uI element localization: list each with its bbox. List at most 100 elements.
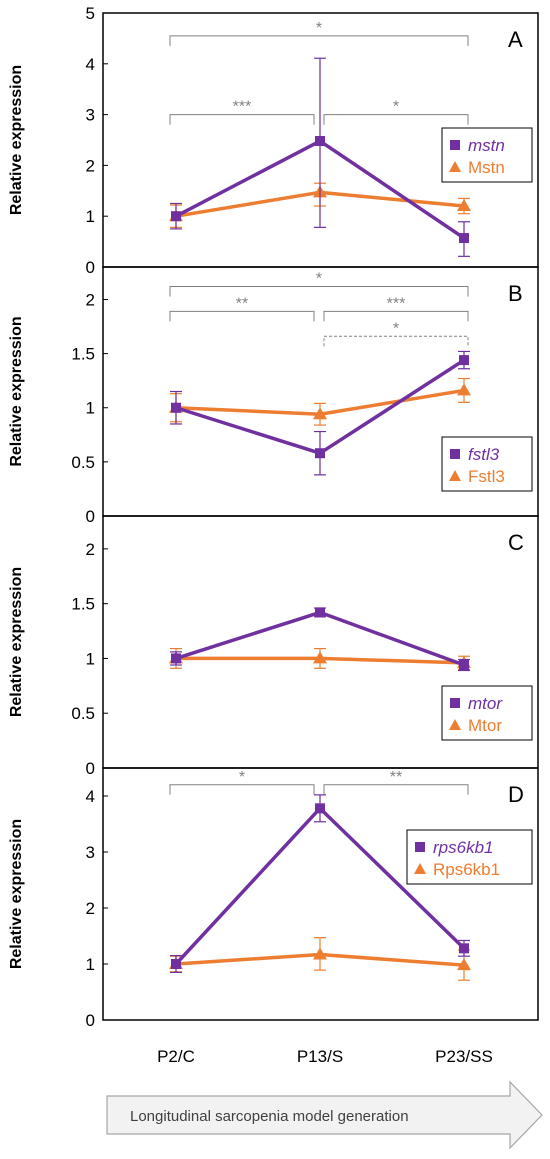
significance-label: * [239,769,245,786]
data-point [315,803,325,814]
data-point [315,448,325,459]
data-point [171,653,181,664]
y-tick-label: 3 [86,843,95,862]
data-point [457,383,471,396]
y-axis-title: Relative expression [8,819,25,969]
legend-box [441,685,533,741]
significance-label: ** [390,769,402,786]
legend-box [406,829,533,885]
significance-bracket [323,114,469,125]
y-tick-label: 1.5 [71,345,95,364]
data-point [313,651,327,664]
legend-label: Mtor [468,716,502,735]
y-tick-label: 2 [86,540,95,559]
significance-label: *** [387,295,406,312]
data-point [315,136,325,147]
legend-marker [450,449,460,459]
data-point [171,211,181,222]
y-tick-label: 5 [86,4,95,23]
x-tick-label: P2/C [157,1047,195,1066]
legend-marker [449,161,461,172]
legend-marker [450,698,460,708]
legend-box [441,436,533,492]
y-tick-label: 1 [86,207,95,226]
series-mtor [170,607,470,672]
data-point [313,947,327,960]
legend: mtor Mtor [441,685,533,741]
significance-bracket [169,310,315,322]
y-tick-label: 0.5 [71,704,95,723]
significance-bracket [169,35,469,46]
y-tick-label: 0 [86,1011,95,1030]
panel-label: C [508,530,524,555]
series-fstl3 [170,350,470,476]
data-point [459,943,469,954]
legend-label: mstn [468,136,505,155]
data-point [459,660,469,671]
legend-label: Mstn [468,158,505,177]
y-tick-label: 0 [86,759,95,778]
y-tick-label: 1.5 [71,595,95,614]
data-point [457,199,471,212]
x-tick-label: P23/SS [435,1047,493,1066]
y-axis-title: Relative expression [8,567,25,717]
data-point [459,355,469,366]
legend-label: Fstl3 [468,467,505,486]
y-tick-label: 4 [86,55,95,74]
legend-label: rps6kb1 [433,838,493,857]
significance-label: ** [236,295,248,312]
y-tick-label: 0 [86,258,95,277]
legend-marker [450,140,460,150]
legend-label: mtor [468,694,503,713]
series-mstn [170,57,470,257]
panel-label: D [508,782,524,807]
data-point [171,402,181,413]
y-tick-label: 4 [86,787,95,806]
significance-label: * [393,320,399,337]
significance-bracket [169,285,469,297]
series-rps6kb1 [169,937,471,981]
series-rps6kb1 [170,794,470,974]
data-point [315,607,325,618]
x-tick-label: P13/S [297,1047,343,1066]
significance-label: * [393,99,399,116]
y-tick-label: 1 [86,649,95,668]
legend-marker [449,470,461,481]
data-point [457,958,471,971]
panel-label: A [508,27,523,52]
data-point [459,233,469,244]
significance-label: * [316,270,322,287]
significance-bracket [169,784,315,795]
y-tick-label: 2 [86,899,95,918]
arrow-shape [106,1080,543,1150]
significance-bracket [323,335,469,347]
legend-marker [414,863,426,874]
data-point [313,407,327,420]
legend-label: fstl3 [468,445,500,464]
legend-label: Rps6kb1 [433,860,500,879]
legend-box [441,127,533,183]
arrow-label: Longitudinal sarcopenia model generation [130,1108,409,1125]
data-point [171,959,181,969]
panel-label: B [508,281,523,306]
legend: fstl3 Fstl3 [441,436,533,492]
significance-bracket [169,114,315,125]
y-tick-label: 0.5 [71,453,95,472]
legend-marker [449,719,461,730]
y-tick-label: 3 [86,106,95,125]
significance-bracket [323,310,469,322]
legend-marker [415,842,425,852]
legend: mstn Mstn [441,127,533,183]
y-axis-title: Relative expression [8,65,25,215]
panel-frame [102,767,539,1021]
legend: rps6kb1 Rps6kb1 [406,829,533,885]
significance-label: *** [233,99,252,116]
y-tick-label: 1 [86,955,95,974]
significance-label: * [316,20,322,37]
y-axis-title: Relative expression [8,316,25,466]
significance-bracket [323,784,469,795]
